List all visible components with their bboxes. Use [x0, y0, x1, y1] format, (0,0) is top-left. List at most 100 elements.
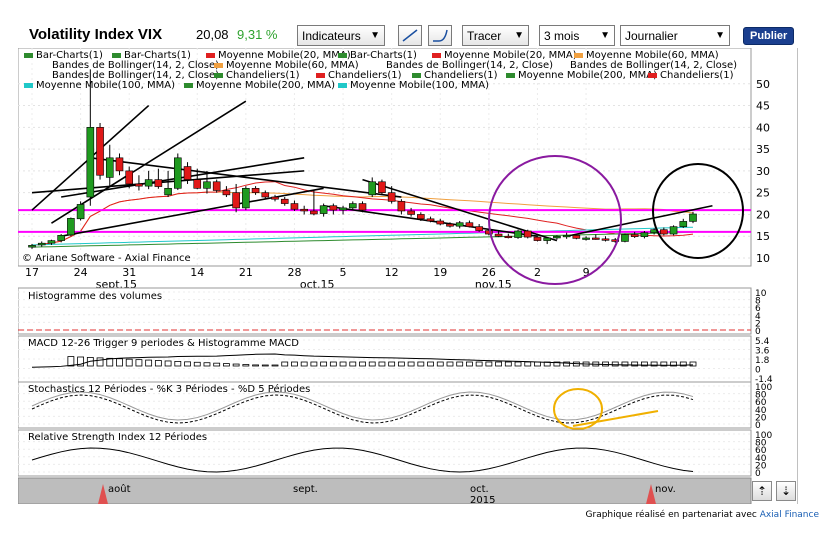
draw-dropdown-label: Tracer: [467, 29, 502, 43]
legend-label: Bandes de Bollinger(14, 2, Close): [52, 70, 220, 81]
legend-item: Bandes de Bollinger(14, 2, Close): [558, 60, 737, 71]
log-scale-icon: [433, 29, 448, 42]
candle-body: [154, 179, 163, 187]
legend-swatch: [40, 62, 49, 68]
stochastics-panel-title: Stochastics 12 Périodes - %K 3 Périodes …: [28, 384, 311, 395]
chevron-down-icon: ▼: [514, 30, 524, 41]
candle-body: [164, 188, 172, 196]
stoch-k-line: [31, 391, 694, 421]
legend-swatch: [40, 72, 49, 78]
macd-histogram-bar: [125, 358, 133, 367]
legend-label: Chandeliers(1): [328, 70, 402, 81]
candle-body: [251, 188, 260, 193]
download-icon: ⇣: [780, 484, 792, 498]
indicators-dropdown[interactable]: Indicateurs ▼: [297, 25, 385, 46]
legend-label: Moyenne Mobile(20, MMA): [444, 50, 577, 61]
macd-histogram-bar: [670, 361, 677, 367]
log-scale-button[interactable]: [428, 25, 452, 46]
candle-body: [689, 213, 697, 222]
volume-panel-tick-label: 8: [755, 297, 761, 307]
copyright-label: © Ariane Software - Axial Finance: [22, 253, 191, 264]
legend-swatch: [574, 52, 583, 58]
candle-body: [28, 245, 36, 248]
zoom-out-button[interactable]: ⇣: [776, 481, 796, 501]
legend-item: Bandes de Bollinger(14, 2, Close): [374, 60, 553, 71]
macd-histogram-bar: [261, 364, 269, 367]
x-tick-label: 26: [482, 266, 496, 279]
macd-histogram-bar: [145, 359, 153, 367]
rsi-panel-tick-label: 40: [755, 454, 767, 464]
ma20-line: [31, 181, 694, 246]
candle-body: [543, 237, 551, 241]
legend-label: Chandeliers(1): [660, 70, 734, 81]
rsi-panel-frame: [17, 429, 752, 477]
macd-histogram-bar: [232, 363, 240, 367]
navigator-month-label: août: [108, 483, 131, 495]
macd-panel-tick-label: 0: [755, 366, 761, 376]
annotation-circle-black: [652, 163, 744, 259]
macd-histogram-bar: [349, 361, 357, 367]
publish-button[interactable]: Publier: [743, 27, 795, 45]
candle-body: [630, 234, 639, 237]
legend-item: Moyenne Mobile(60, MMA): [214, 60, 359, 71]
candle-body: [514, 230, 522, 238]
x-tick-label: 19: [433, 266, 447, 279]
annotation-arrow-yellow: [572, 410, 659, 427]
macd-histogram-bar: [689, 361, 697, 367]
candle-body: [339, 207, 347, 211]
zoom-in-button[interactable]: ⇡: [752, 481, 772, 501]
price-change: 9,31 %: [237, 27, 278, 42]
candle-body: [669, 226, 678, 235]
candle-body: [533, 236, 542, 241]
legend-item: Moyenne Mobile(100, MMA): [24, 80, 175, 91]
candle-body: [465, 222, 474, 227]
trend-line: [566, 204, 713, 238]
macd-histogram-bar: [281, 361, 289, 367]
stochastics-panel-tick-label: 40: [755, 406, 767, 416]
volume-panel-tick-label: 10: [755, 289, 767, 299]
period-select-value: 3 mois: [544, 29, 580, 43]
macd-histogram-bar: [466, 361, 473, 367]
x-tick-label: 21: [239, 266, 253, 279]
period-select[interactable]: 3 mois ▼: [539, 25, 615, 46]
candle-body: [368, 181, 377, 196]
axial-finance-link[interactable]: Axial Finance: [759, 510, 819, 520]
candle-body: [212, 181, 221, 191]
legend-label: Moyenne Mobile(100, MMA): [36, 80, 175, 91]
candle-body: [125, 170, 134, 185]
interval-select[interactable]: Journalier ▼: [620, 25, 730, 46]
annotation-circle-purple: [488, 155, 622, 285]
candle-body: [47, 240, 56, 244]
trend-line: [90, 157, 402, 198]
line-scale-button[interactable]: [398, 25, 422, 46]
rsi-panel-tick-label: 80: [755, 439, 767, 449]
candle-body: [601, 238, 610, 241]
draw-dropdown[interactable]: Tracer ▼: [462, 25, 529, 46]
candle-body: [319, 205, 328, 214]
x-tick-label: 24: [74, 266, 88, 279]
footer-text: Graphique réalisé en partenariat avec: [585, 510, 757, 520]
y-tick-label: 45: [756, 100, 770, 113]
y-tick-label: 35: [756, 143, 770, 156]
legend-label: Bandes de Bollinger(14, 2, Close): [570, 60, 738, 71]
navigator-right-handle: [646, 484, 656, 504]
candle-body: [523, 230, 532, 238]
macd-histogram-bar: [621, 361, 629, 367]
legend-swatch: [648, 72, 657, 78]
candle-body: [57, 235, 65, 241]
rsi-panel-tick-label: 60: [755, 446, 767, 456]
macd-histogram-bar: [184, 361, 191, 367]
macd-histogram-bar: [135, 359, 143, 367]
candle-body: [193, 179, 202, 189]
chevron-down-icon: ▼: [715, 30, 725, 41]
legend-item: Moyenne Mobile(20, MMA): [432, 50, 577, 61]
macd-histogram-bar: [427, 361, 434, 367]
macd-histogram-bar: [495, 361, 502, 367]
volume-panel-tick-label: 6: [755, 304, 761, 314]
macd-histogram-bar: [611, 361, 619, 367]
macd-histogram-bar: [223, 363, 230, 367]
navigator-month-label: oct.: [470, 484, 489, 495]
macd-panel-tick-label: 3.6: [755, 347, 770, 357]
legend-swatch: [24, 82, 33, 88]
